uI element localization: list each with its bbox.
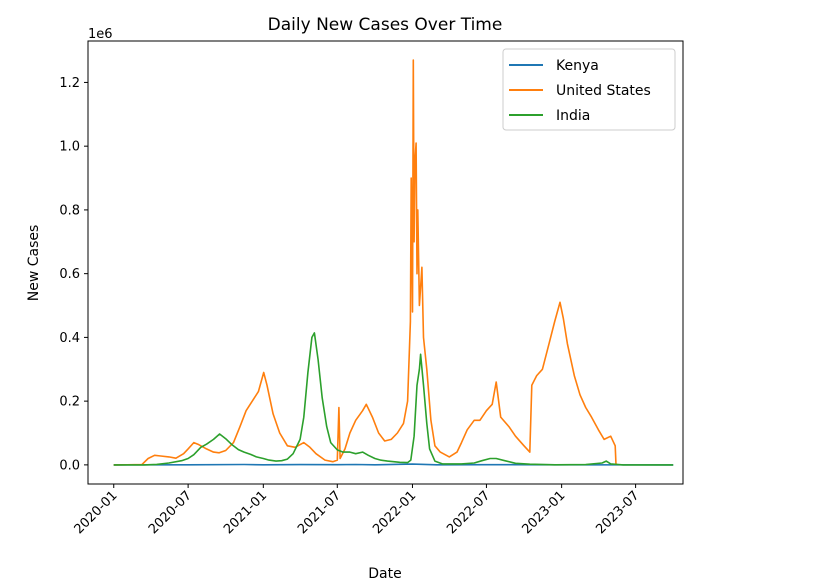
- x-tick-label: 2021-07: [295, 488, 344, 537]
- x-tick-label: 2021-01: [221, 488, 270, 537]
- y-tick-label: 1.0: [59, 140, 80, 155]
- legend-box: [502, 48, 676, 131]
- y-tick-label: 1.2: [59, 76, 80, 91]
- chart-title: Daily New Cases Over Time: [268, 15, 503, 35]
- series-line-india: [113, 332, 674, 466]
- y-axis: 0.0 0.2 0.4 0.6 0.8 1.0 1.2: [59, 76, 88, 473]
- y-tick-label: 0.6: [59, 267, 80, 282]
- legend-label: United States: [556, 83, 651, 99]
- x-axis-label: Date: [368, 566, 401, 582]
- x-tick-label: 2022-01: [370, 488, 419, 537]
- x-tick-label: 2023-01: [519, 488, 568, 537]
- plot-area: [87, 40, 684, 485]
- y-axis-label: New Cases: [26, 225, 42, 302]
- x-axis: 2020-01 2020-07 2021-01 2021-07 2022-01 2022-…: [72, 484, 642, 537]
- x-tick-label: 2023-07: [593, 488, 642, 537]
- y-tick-label: 0.4: [59, 331, 80, 346]
- legend: Kenya United States India: [502, 48, 676, 131]
- x-tick-label: 2020-07: [146, 488, 195, 537]
- y-tick-label: 0.0: [59, 458, 80, 473]
- legend-label: India: [556, 108, 590, 124]
- series-line-kenya: [113, 463, 674, 466]
- y-tick-label: 0.8: [59, 203, 80, 218]
- x-tick-label: 2022-07: [444, 488, 493, 537]
- legend-label: Kenya: [556, 58, 599, 74]
- series-line-united-states: [113, 59, 617, 466]
- y-tick-label: 0.2: [59, 395, 80, 410]
- x-tick-label: 2020-01: [72, 488, 121, 537]
- series-layer: [113, 59, 674, 466]
- y-offset-text: 1e6: [88, 27, 113, 42]
- axes-frame: [87, 40, 684, 485]
